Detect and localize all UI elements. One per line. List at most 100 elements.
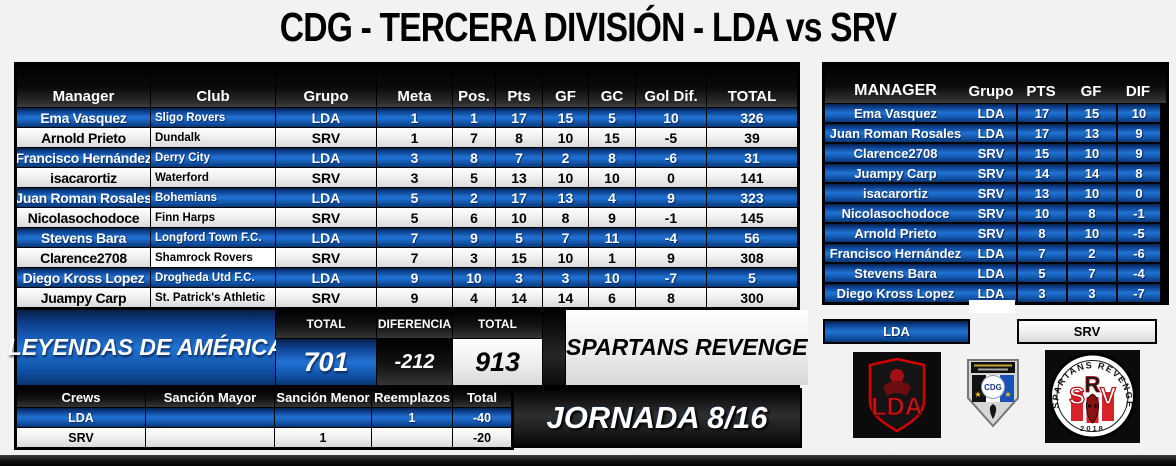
gc-cell[interactable]: 6 [589,288,635,307]
standings-pts-cell[interactable]: 15 [1016,144,1066,162]
header-club[interactable]: Club [151,65,275,107]
standings-dif-cell[interactable]: -7 [1116,284,1160,302]
standings-gf-cell[interactable]: 15 [1066,104,1116,122]
club-cell[interactable]: Longford Town F.C. [151,228,275,247]
total-cell[interactable]: 39 [707,128,797,147]
standings-pts-cell[interactable]: 14 [1016,164,1066,182]
sancion-mayor-cell[interactable] [146,408,274,427]
goldif-cell[interactable]: 9 [636,248,706,267]
pts-cell[interactable]: 14 [496,288,542,307]
empty-white-cell[interactable] [969,300,1015,313]
standings-dif-cell[interactable]: -4 [1116,264,1160,282]
pts-cell[interactable]: 13 [496,168,542,187]
standings-manager-cell[interactable]: Juampy Carp [854,165,937,181]
gc-cell[interactable]: 9 [589,208,635,227]
standings-gf-cell[interactable]: 10 [1066,144,1116,162]
standings-grupo-cell[interactable]: SRV [977,165,1005,181]
gf-cell[interactable]: 10 [543,248,588,267]
gc-cell[interactable]: 4 [589,188,635,207]
left-total-value[interactable]: 701 [276,339,376,385]
grupo-cell[interactable]: LDA [276,268,376,287]
standings-header-grupo[interactable]: Grupo [968,83,1014,100]
pos-cell[interactable]: 2 [453,188,495,207]
goldif-cell[interactable]: -7 [636,268,706,287]
standings-header-dif[interactable]: DIF [1125,83,1151,100]
standings-pts-cell[interactable]: 13 [1016,184,1066,202]
standings-grupo-cell[interactable]: SRV [977,225,1005,241]
pos-cell[interactable]: 6 [453,208,495,227]
total-cell[interactable]: 31 [707,148,797,167]
header-manager[interactable]: Manager [17,65,150,107]
club-cell[interactable]: Sligo Rovers [151,108,275,127]
pos-cell[interactable]: 4 [453,288,495,307]
pts-cell[interactable]: 15 [496,248,542,267]
manager-cell[interactable]: Arnold Prieto [17,128,150,147]
meta-cell[interactable]: 9 [377,268,452,287]
standings-pts-cell[interactable]: 17 [1016,124,1066,142]
total-cell[interactable]: 141 [707,168,797,187]
pts-cell[interactable]: 17 [496,108,542,127]
reemplazos-cell[interactable]: 1 [372,408,452,427]
club-cell[interactable]: Shamrock Rovers [151,248,275,267]
meta-cell[interactable]: 5 [377,208,452,227]
goldif-cell[interactable]: 0 [636,168,706,187]
gc-cell[interactable]: 10 [589,168,635,187]
header-gf[interactable]: GF [543,65,588,107]
goldif-cell[interactable]: 9 [636,188,706,207]
standings-grupo-cell[interactable]: LDA [977,265,1005,281]
standings-header-manager[interactable]: MANAGER [854,82,937,99]
standings-pts-cell[interactable]: 3 [1016,284,1066,302]
standings-pts-cell[interactable]: 5 [1016,264,1066,282]
manager-cell[interactable]: Juan Roman Rosales [17,188,150,207]
standings-pts-cell[interactable]: 17 [1016,104,1066,122]
total-cell[interactable]: 308 [707,248,797,267]
grupo-cell[interactable]: LDA [276,108,376,127]
gc-cell[interactable]: 8 [589,148,635,167]
standings-dif-cell[interactable]: 9 [1116,144,1160,162]
standings-grupo-cell[interactable]: SRV [977,205,1005,221]
sancion-mayor-cell[interactable] [146,428,274,447]
standings-pts-cell[interactable]: 7 [1016,244,1066,262]
sancion-menor-cell[interactable]: 1 [275,428,371,447]
standings-manager-cell[interactable]: isacarortiz [862,185,929,201]
club-cell[interactable]: Waterford [151,168,275,187]
standings-grupo-cell[interactable]: LDA [977,285,1005,301]
crew-total-cell[interactable]: -20 [453,428,511,447]
header-meta[interactable]: Meta [377,65,452,107]
crew-total-cell[interactable]: -40 [453,408,511,427]
club-cell[interactable]: Dundalk [151,128,275,147]
header-pts[interactable]: Pts [496,65,542,107]
manager-cell[interactable]: Juampy Carp [17,288,150,307]
pos-cell[interactable]: 3 [453,248,495,267]
meta-cell[interactable]: 5 [377,188,452,207]
standings-dif-cell[interactable]: 9 [1116,124,1160,142]
standings-dif-cell[interactable]: 8 [1116,164,1160,182]
meta-cell[interactable]: 3 [377,168,452,187]
club-cell[interactable]: Derry City [151,148,275,167]
gc-cell[interactable]: 11 [589,228,635,247]
total-cell[interactable]: 145 [707,208,797,227]
pts-cell[interactable]: 10 [496,208,542,227]
gf-cell[interactable]: 14 [543,288,588,307]
manager-cell[interactable]: Francisco Hernández [17,148,150,167]
pos-cell[interactable]: 5 [453,168,495,187]
standings-gf-cell[interactable]: 13 [1066,124,1116,142]
grupo-cell[interactable]: SRV [276,128,376,147]
manager-cell[interactable]: Ema Vasquez [17,108,150,127]
meta-cell[interactable]: 1 [377,128,452,147]
goldif-cell[interactable]: -1 [636,208,706,227]
crews-header-total[interactable]: Total [453,388,511,407]
crew-name-cell[interactable]: SRV [17,428,145,447]
reemplazos-cell[interactable] [372,428,452,447]
goldif-cell[interactable]: -4 [636,228,706,247]
gc-cell[interactable]: 5 [589,108,635,127]
gf-cell[interactable]: 2 [543,148,588,167]
standings-grupo-cell[interactable]: LDA [977,105,1005,121]
goldif-cell[interactable]: -5 [636,128,706,147]
standings-gf-cell[interactable]: 2 [1066,244,1116,262]
header-pos[interactable]: Pos. [453,65,495,107]
gf-cell[interactable]: 8 [543,208,588,227]
gf-cell[interactable]: 10 [543,128,588,147]
standings-gf-cell[interactable]: 10 [1066,184,1116,202]
standings-gf-cell[interactable]: 8 [1066,204,1116,222]
